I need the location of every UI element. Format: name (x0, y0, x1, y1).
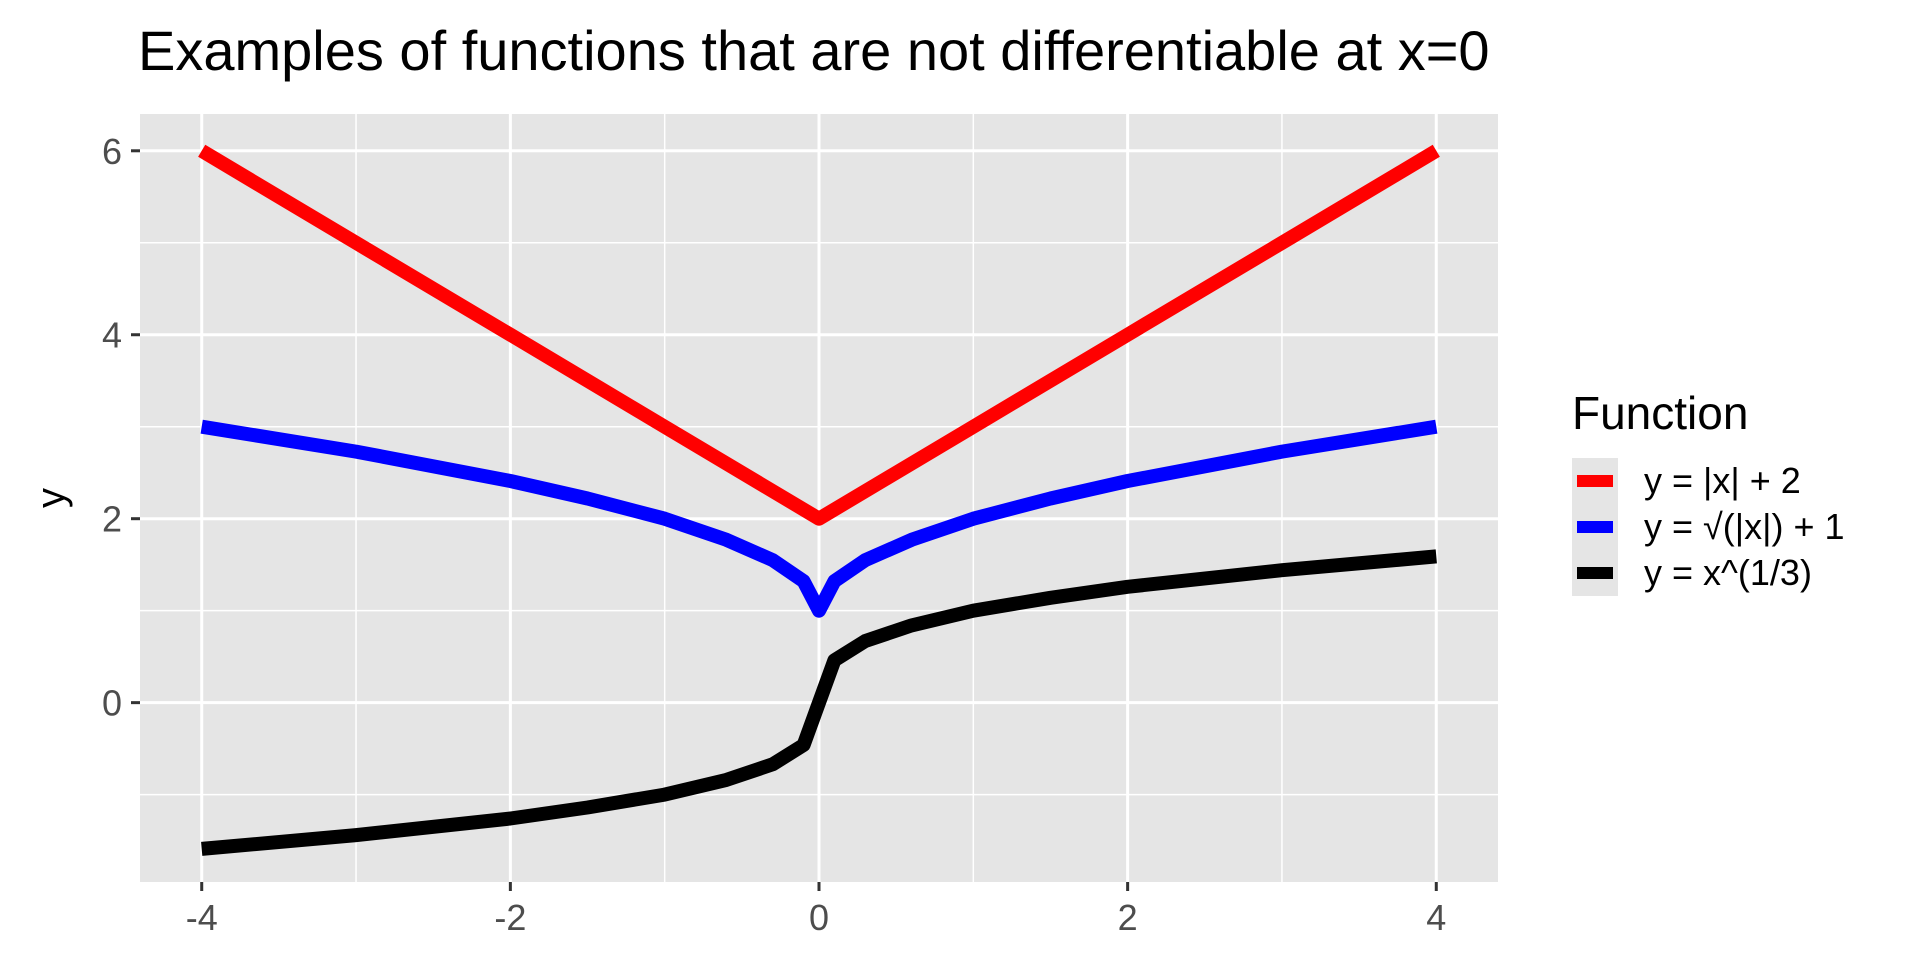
legend-item: y = √(|x|) + 1 (1572, 504, 1845, 550)
legend-swatch (1577, 475, 1613, 487)
series-line-1 (198, 144, 1440, 526)
y-tick-label: 0 (102, 683, 122, 724)
legend-swatch (1577, 567, 1613, 579)
legend-key (1572, 458, 1618, 504)
major-gridlines (140, 114, 1498, 882)
legend-items: y = |x| + 2 y = √(|x|) + 1 y = x^(1/3) (1572, 458, 1845, 596)
chart-title: Examples of functions that are not diffe… (138, 19, 1490, 82)
series-line-3 (201, 549, 1437, 856)
legend-item: y = |x| + 2 (1572, 458, 1845, 504)
legend-key (1572, 550, 1618, 596)
series-line-2 (200, 419, 1438, 618)
y-tick-label: 2 (102, 499, 122, 540)
x-tick-label: 2 (1118, 897, 1138, 938)
y-tick-label: 6 (102, 131, 122, 172)
legend-item: y = x^(1/3) (1572, 550, 1845, 596)
x-tick-label: -2 (494, 897, 526, 938)
legend: Function y = |x| + 2 y = √(|x|) + 1 y = x^… (1572, 386, 1845, 596)
x-tick-label: 0 (809, 897, 829, 938)
legend-title: Function (1572, 387, 1749, 439)
y-axis-label: y (29, 488, 73, 508)
legend-key (1572, 504, 1618, 550)
x-tick-label: -4 (186, 897, 218, 938)
y-tick-label: 4 (102, 315, 122, 356)
legend-label: y = x^(1/3) (1644, 552, 1812, 593)
axes: -4 -2 0 2 4 0 2 4 6 (102, 131, 1446, 938)
series-layer (198, 144, 1440, 856)
x-tick-label: 4 (1426, 897, 1446, 938)
legend-swatch (1577, 521, 1613, 533)
legend-label: y = √(|x|) + 1 (1644, 506, 1845, 547)
legend-label: y = |x| + 2 (1644, 460, 1801, 501)
